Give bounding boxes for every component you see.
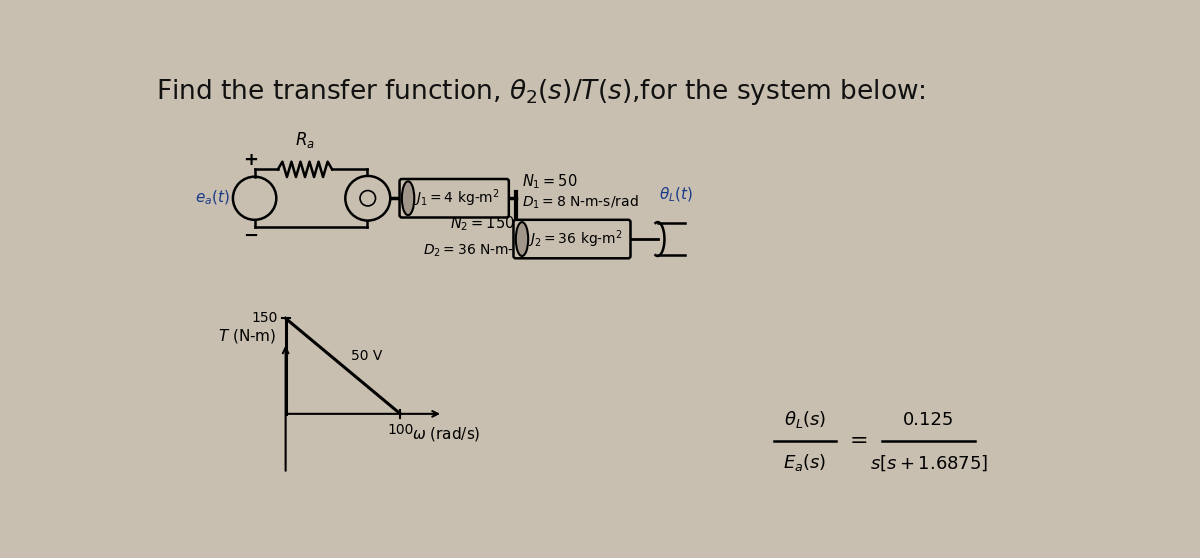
Circle shape [360,190,376,206]
Text: −: − [244,227,258,246]
Text: $R_a$: $R_a$ [295,130,314,150]
Circle shape [346,176,390,220]
Text: $T$ (N-m): $T$ (N-m) [218,327,276,345]
Text: 100: 100 [388,423,414,437]
Text: Find the transfer function, $\theta_2(s)/T(s)$,for the system below:: Find the transfer function, $\theta_2(s)… [156,77,926,107]
Text: $N_2 = 150$: $N_2 = 150$ [450,214,515,233]
Text: $s[s + 1.6875]$: $s[s + 1.6875]$ [870,453,988,473]
Text: 0.125: 0.125 [904,411,954,429]
Ellipse shape [516,222,528,256]
Text: $J_2 = 36$ kg-m$^2$: $J_2 = 36$ kg-m$^2$ [528,228,623,250]
FancyBboxPatch shape [514,220,630,258]
Text: $D_1 = 8$ N-m-s/rad: $D_1 = 8$ N-m-s/rad [522,194,638,211]
Text: $e_a(t)$: $e_a(t)$ [194,189,229,208]
Text: $D_2 = 36$ N-m-s/rad: $D_2 = 36$ N-m-s/rad [422,241,548,258]
Text: $\theta_L(t)$: $\theta_L(t)$ [659,185,694,204]
Text: 50 V: 50 V [350,349,382,363]
Text: +: + [244,151,258,169]
Text: $\omega$ (rad/s): $\omega$ (rad/s) [412,425,480,444]
Text: =: = [850,431,869,451]
Text: $\theta_L(s)$: $\theta_L(s)$ [784,409,826,430]
Text: $N_1 = 50$: $N_1 = 50$ [522,172,577,191]
Text: $E_a(s)$: $E_a(s)$ [784,452,827,473]
FancyBboxPatch shape [400,179,509,218]
Text: $J_1 = 4$ kg-m$^2$: $J_1 = 4$ kg-m$^2$ [414,187,500,209]
Text: 150: 150 [252,311,278,325]
Ellipse shape [402,181,414,215]
